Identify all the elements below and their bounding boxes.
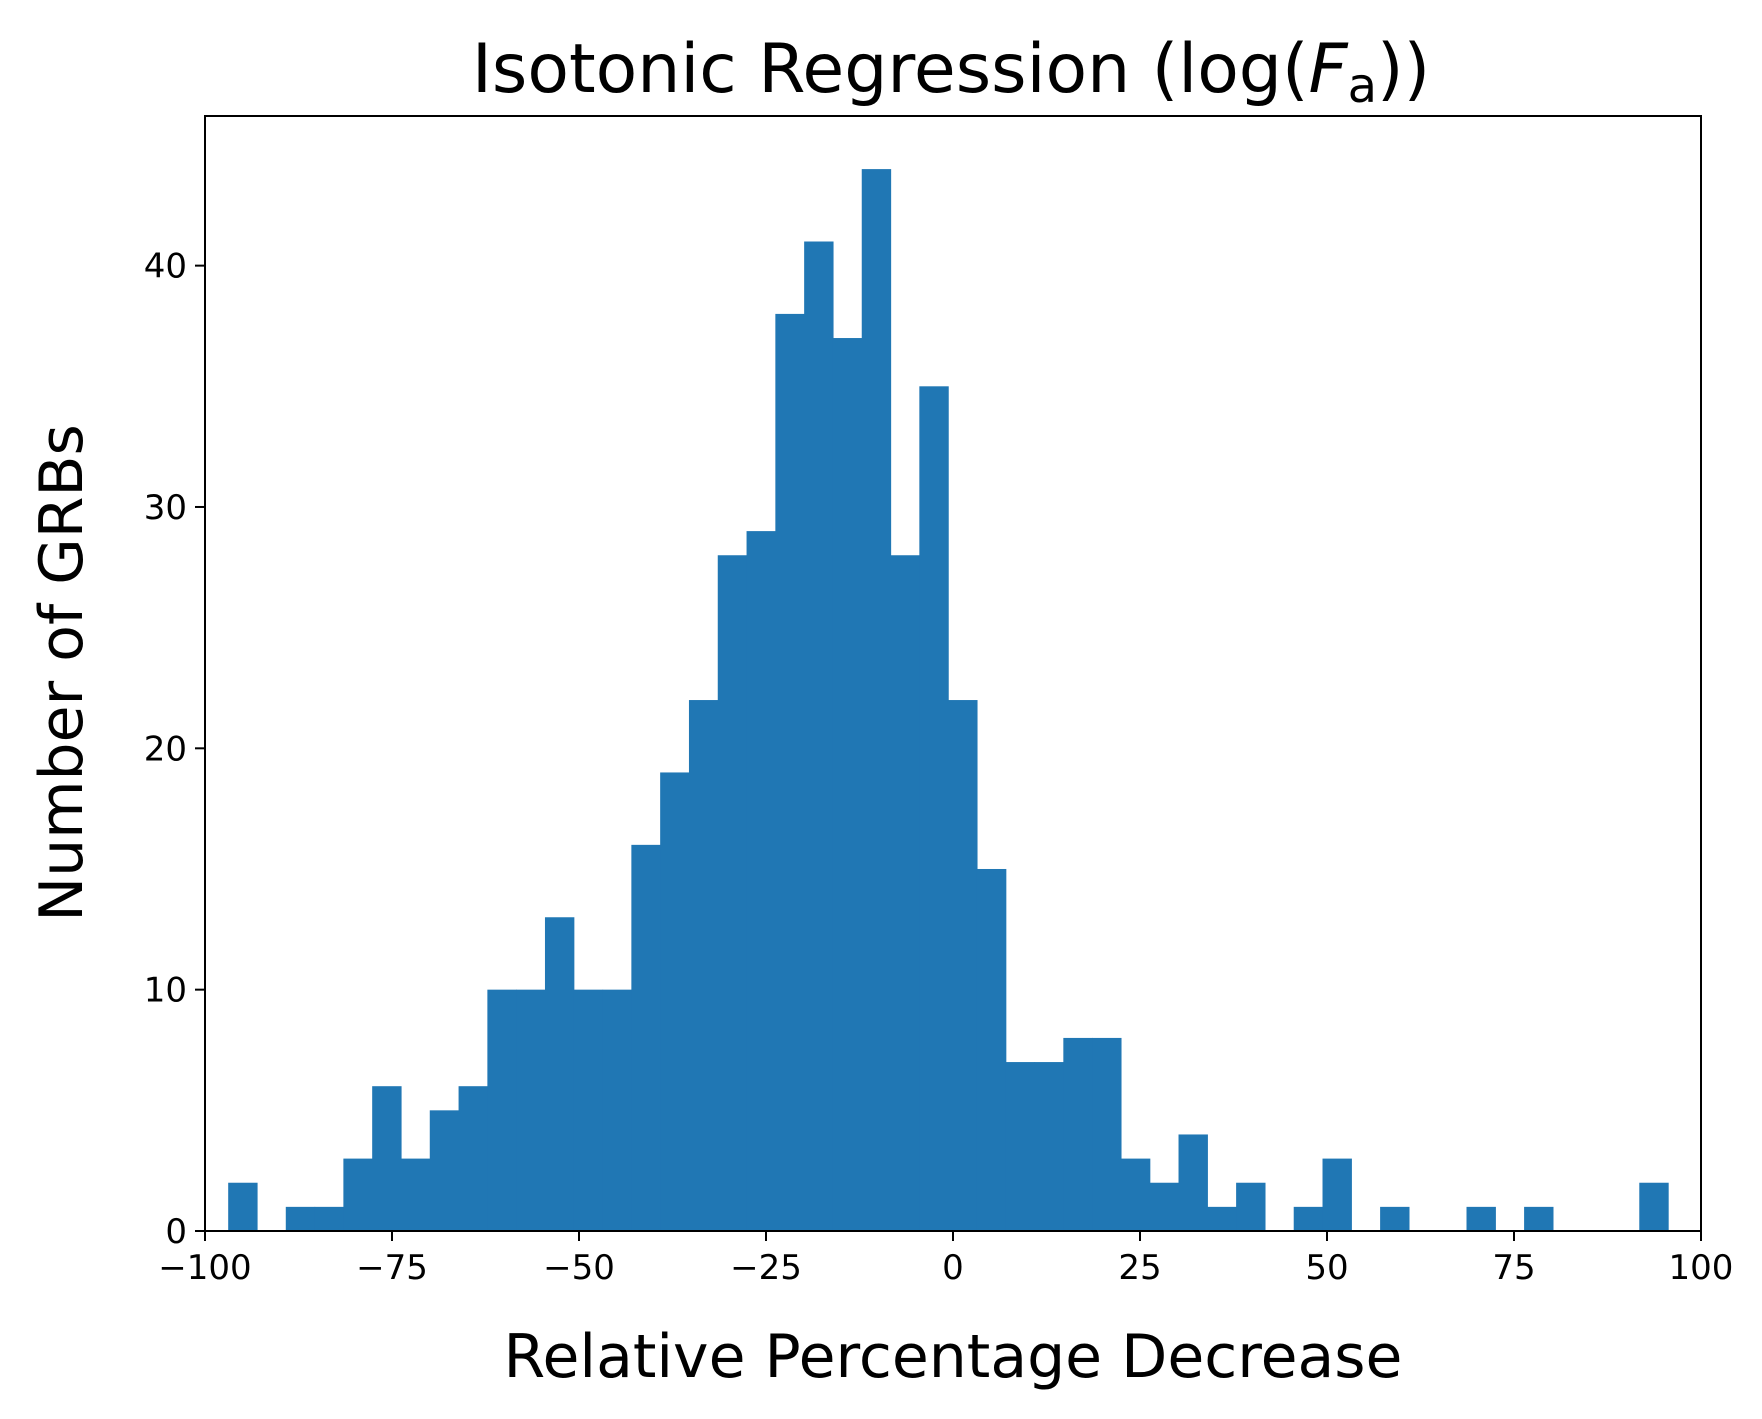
x-tick-label: 50 bbox=[1305, 1248, 1348, 1288]
histogram-bar bbox=[832, 338, 863, 1231]
histogram-bar bbox=[1005, 1062, 1036, 1231]
histogram-bar bbox=[1034, 1062, 1064, 1231]
histogram-bar bbox=[717, 555, 748, 1231]
histogram-bar bbox=[1149, 1182, 1180, 1231]
histogram-bar bbox=[228, 1182, 258, 1231]
histogram-bar bbox=[1063, 1037, 1093, 1231]
histogram-bar bbox=[285, 1206, 316, 1231]
histogram-bar bbox=[372, 1086, 402, 1231]
chart-title-prefix: Isotonic Regression (log( bbox=[472, 30, 1309, 109]
histogram-bar bbox=[1322, 1158, 1352, 1231]
chart-title: Isotonic Regression (log(Fa)) bbox=[472, 30, 1430, 114]
x-tick-label: −25 bbox=[730, 1248, 802, 1288]
y-tick-label: 0 bbox=[165, 1212, 187, 1252]
x-tick-label: 75 bbox=[1492, 1248, 1535, 1288]
histogram-bar bbox=[1207, 1206, 1237, 1231]
histogram-bar bbox=[1092, 1037, 1122, 1231]
y-axis-ticks: 0 10 20 30 40 bbox=[144, 247, 205, 1252]
chart-title-subscript: a bbox=[1348, 58, 1377, 114]
histogram-bar bbox=[919, 386, 949, 1231]
bars-group bbox=[228, 169, 1669, 1232]
histogram-bar bbox=[861, 169, 892, 1232]
x-axis-label: Relative Percentage Decrease bbox=[504, 1322, 1403, 1392]
y-tick-label: 10 bbox=[144, 971, 187, 1011]
histogram-bar bbox=[948, 700, 978, 1231]
histogram-bar bbox=[688, 700, 719, 1231]
histogram-bar bbox=[1380, 1206, 1410, 1231]
histogram-bar bbox=[976, 868, 1007, 1231]
histogram-bar bbox=[400, 1158, 431, 1231]
histogram-bar bbox=[890, 555, 920, 1231]
histogram-bar bbox=[516, 989, 546, 1231]
histogram-bar bbox=[1466, 1206, 1496, 1231]
histogram-bar bbox=[775, 313, 805, 1232]
x-tick-label: −100 bbox=[158, 1248, 251, 1288]
histogram-bar bbox=[1178, 1134, 1208, 1231]
histogram-bar bbox=[1639, 1182, 1669, 1231]
histogram-bar bbox=[1524, 1206, 1554, 1231]
histogram-bar bbox=[458, 1086, 488, 1231]
histogram-bar bbox=[602, 989, 632, 1231]
x-tick-label: −50 bbox=[543, 1248, 615, 1288]
histogram-bar bbox=[1293, 1206, 1324, 1231]
x-axis-ticks: −100 −75 −50 −25 0 25 50 75 100 bbox=[158, 1231, 1733, 1288]
chart-title-variable: F bbox=[1309, 30, 1349, 109]
histogram-bar bbox=[1236, 1182, 1266, 1231]
histogram-bar bbox=[660, 772, 690, 1231]
histogram-bar bbox=[1120, 1158, 1151, 1231]
chart-title-suffix: )) bbox=[1377, 30, 1430, 109]
histogram-bar bbox=[746, 531, 776, 1231]
y-tick-label: 20 bbox=[144, 729, 187, 769]
y-axis-label: Number of GRBs bbox=[27, 424, 97, 922]
histogram-bar bbox=[544, 917, 575, 1231]
x-tick-label: 100 bbox=[1669, 1248, 1734, 1288]
histogram-bar bbox=[573, 989, 604, 1231]
histogram-bar bbox=[804, 241, 834, 1232]
plot-frame bbox=[204, 115, 1702, 1232]
histogram-bar bbox=[487, 989, 517, 1231]
x-tick-label: −75 bbox=[356, 1248, 428, 1288]
x-tick-label: 0 bbox=[942, 1248, 964, 1288]
x-tick-label: 25 bbox=[1118, 1248, 1161, 1288]
histogram-bar bbox=[314, 1206, 344, 1231]
y-tick-label: 40 bbox=[144, 247, 187, 287]
y-tick-label: 30 bbox=[144, 488, 187, 528]
histogram-bar bbox=[429, 1110, 460, 1231]
histogram-bar bbox=[343, 1158, 373, 1231]
histogram-bar bbox=[631, 844, 661, 1231]
